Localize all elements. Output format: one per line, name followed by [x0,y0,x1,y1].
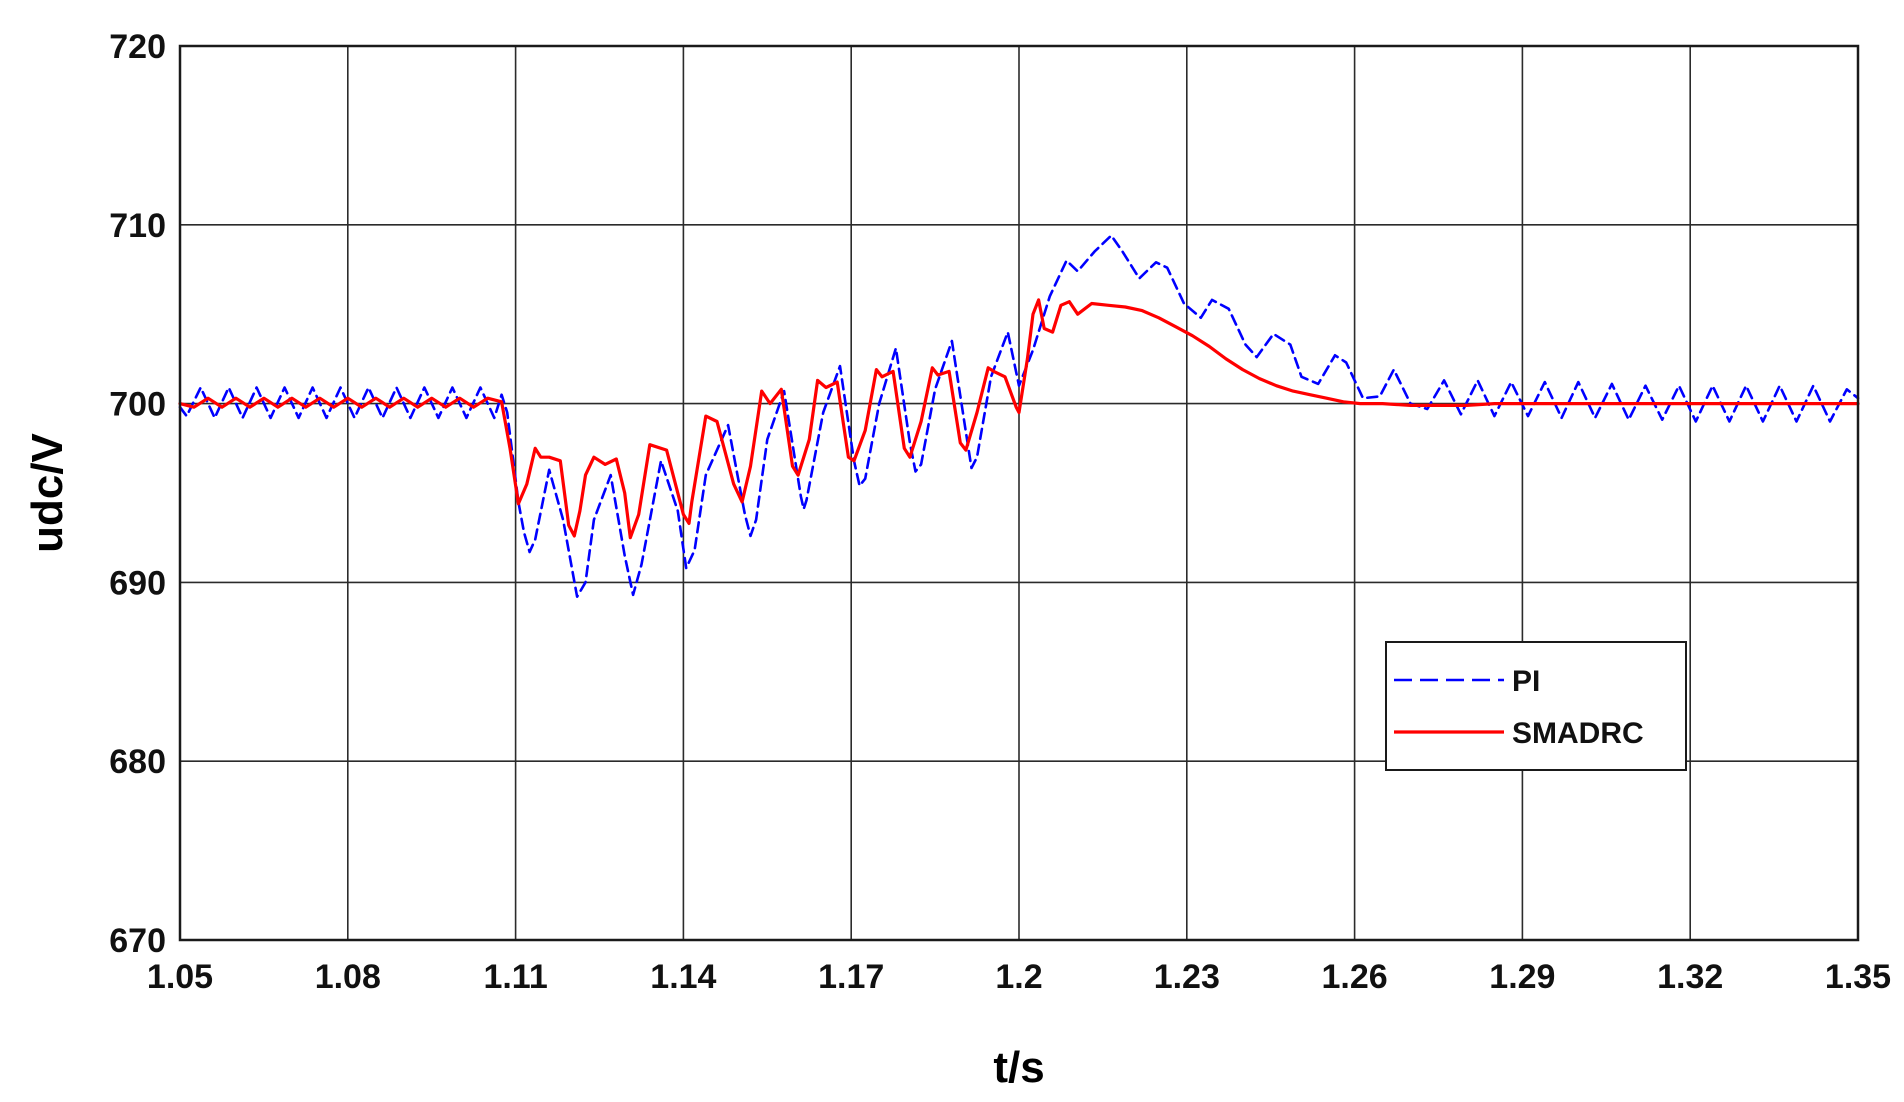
x-tick-label: 1.11 [483,958,547,996]
x-axis-label: t/s [993,1043,1044,1092]
y-axis-label: udc/V [23,432,72,552]
y-tick-label: 670 [109,922,166,960]
series-line-smadrc [178,298,1860,540]
x-tick-label: 1.32 [1657,958,1723,996]
x-tick-label: 1.23 [1154,958,1220,996]
x-tick-label: 1.05 [147,958,213,996]
plot-frame [178,44,1860,942]
y-tick-label: 700 [109,386,166,424]
x-tick-labels: 1.05 1.08 1.11 1.14 1.17 1.2 1.23 1.26 1.29 1.32 1… [147,958,1891,996]
x-tick-label: 1.17 [818,958,884,996]
x-tick-label: 1.2 [995,958,1042,996]
series-layer [178,234,1860,598]
legend: PI SMADRC [1385,641,1687,771]
x-tick-label: 1.26 [1322,958,1388,996]
x-tick-label: 1.14 [650,958,716,996]
y-tick-label: 680 [109,743,166,781]
y-tick-label: 710 [109,207,166,245]
x-tick-label: 1.08 [315,958,381,996]
y-tick-labels: 670 680 690 700 710 720 [109,28,166,960]
legend-label-pi: PI [1512,665,1540,698]
legend-box [1385,641,1687,771]
x-tick-label: 1.35 [1825,958,1891,996]
x-tick-label: 1.29 [1489,958,1555,996]
legend-label-smadrc: SMADRC [1512,717,1644,750]
y-tick-label: 690 [109,564,166,602]
y-tick-label: 720 [109,28,166,66]
series-line-pi [178,234,1860,598]
